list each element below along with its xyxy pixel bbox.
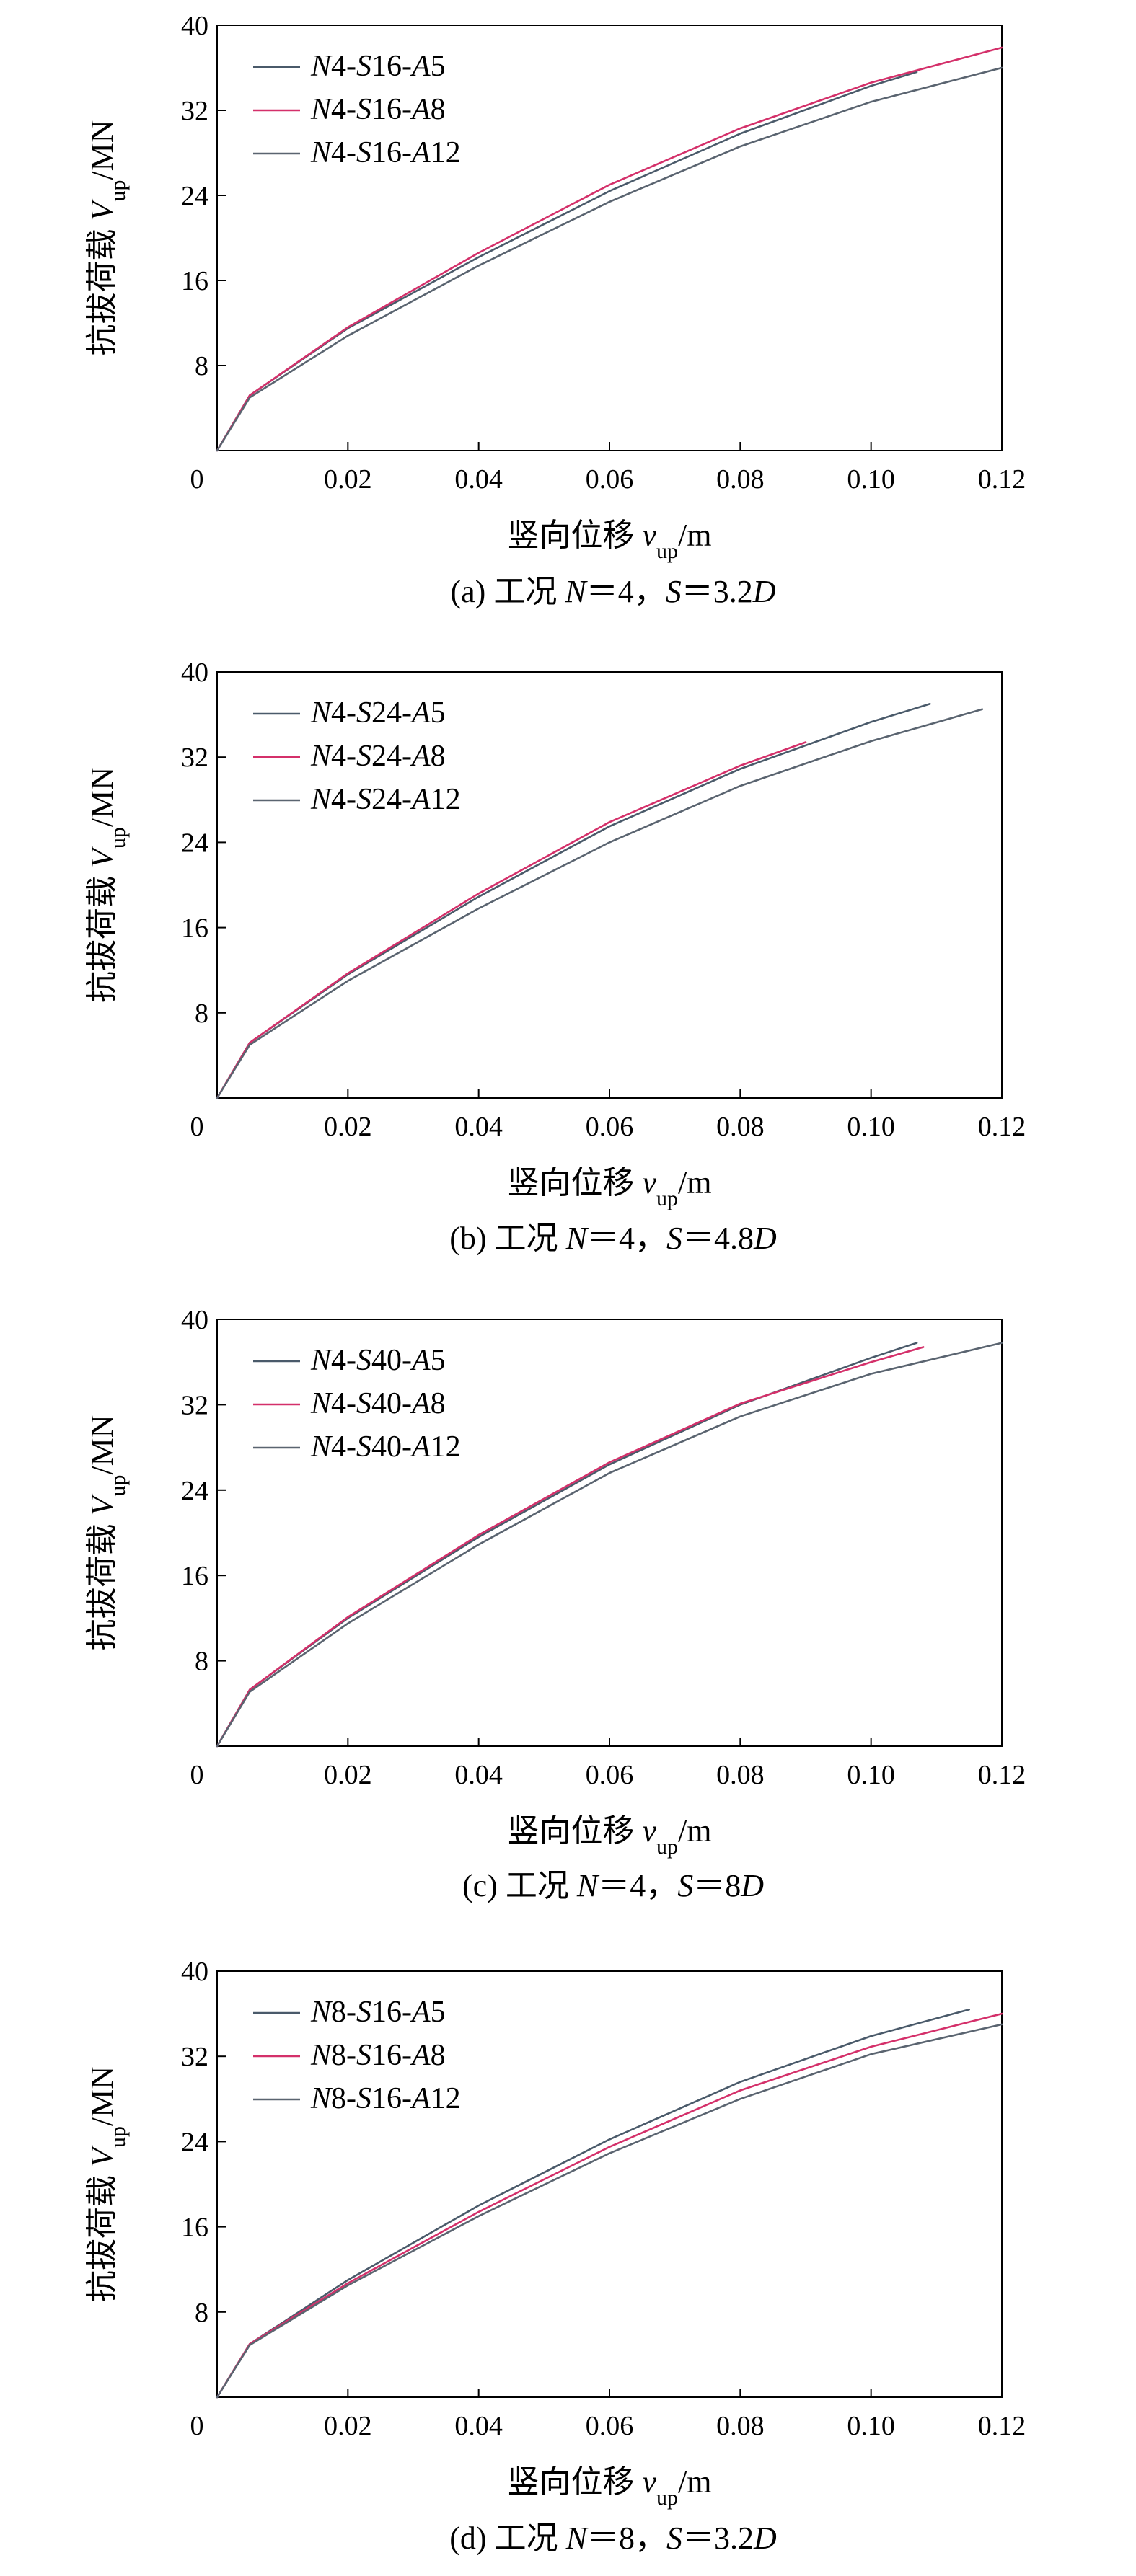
x-tick-label: 0.12 (978, 464, 1026, 495)
x-tick-label: 0.04 (454, 2411, 503, 2441)
x-tick-label: 0.10 (847, 2411, 895, 2441)
series-line-N4-S16-A5 (216, 71, 918, 452)
legend-label: N4-S40-A12 (310, 1430, 461, 1464)
plot-frame (216, 1319, 1003, 1747)
y-tick-label: 24 (181, 1476, 208, 1506)
x-tick-label: 0.02 (324, 464, 372, 495)
y-axis-title: 抗拔荷载 Vup/MN (84, 767, 130, 1003)
chart-panel-2: 0 0.02 0.04 0.06 0.08 0.10 0.12 8 16 24 32 40 N4-S24… (84, 658, 1026, 1256)
x-tick-label: 0.08 (716, 464, 765, 495)
x-tick-label: 0.02 (324, 1760, 372, 1790)
x-tick-label: 0.12 (978, 1760, 1026, 1790)
legend-label: N4-S40-A8 (310, 1387, 446, 1420)
series-line-N4-S16-A12 (216, 66, 1003, 452)
chart-panel-1: 0 0.02 0.04 0.06 0.08 0.10 0.12 8 16 24 32 40 N4-S16… (84, 11, 1026, 609)
series-line-N8-S16-A12 (216, 2023, 1003, 2399)
y-tick-label: 40 (181, 1957, 208, 1987)
x-tick-label: 0.10 (847, 1112, 895, 1142)
legend-label: N4-S16-A5 (310, 50, 446, 83)
x-tick-label: 0.08 (716, 1760, 765, 1790)
y-tick-label: 40 (181, 11, 208, 41)
series-line-N4-S40-A12 (216, 1342, 1003, 1748)
x-axis-title: 竖向位移 vup/m (508, 2464, 712, 2510)
legend-label: N4-S24-A5 (310, 696, 446, 730)
y-tick-label: 24 (181, 181, 208, 211)
panel-caption: (d) 工况 N＝8，S＝3.2D (449, 2520, 777, 2556)
series-line-N8-S16-A8 (216, 2012, 1003, 2399)
legend-label: N8-S16-A8 (310, 2039, 446, 2072)
y-tick-label: 40 (181, 1305, 208, 1335)
y-tick-label: 16 (181, 2213, 208, 2243)
legend-label: N4-S40-A5 (310, 1344, 446, 1377)
x-tick-label: 0.10 (847, 1760, 895, 1790)
chart-panel-3: 0 0.02 0.04 0.06 0.08 0.10 0.12 8 16 24 32 40 N4-S40… (84, 1305, 1026, 1903)
x-tick-label: 0.12 (978, 1112, 1026, 1142)
legend-label: N8-S16-A5 (310, 1996, 446, 2029)
plot-frame (216, 1970, 1003, 2398)
y-tick-label: 8 (195, 999, 208, 1029)
x-tick-label: 0.12 (978, 2411, 1026, 2441)
y-tick-label: 16 (181, 913, 208, 944)
x-tick-label: 0.02 (324, 1112, 372, 1142)
panel-caption: (b) 工况 N＝4，S＝4.8D (449, 1221, 777, 1256)
series-line-N4-S16-A8 (216, 46, 1003, 452)
legend-label: N4-S16-A8 (310, 93, 446, 126)
legend-label: N4-S16-A12 (310, 136, 461, 169)
x-tick-label: 0 (190, 1112, 204, 1142)
y-tick-label: 32 (181, 743, 208, 773)
y-tick-label: 32 (181, 1390, 208, 1420)
legend-label: N8-S16-A12 (310, 2082, 461, 2115)
y-axis-title: 抗拔荷载 Vup/MN (84, 2066, 130, 2302)
y-tick-label: 16 (181, 266, 208, 296)
panel-caption: (a) 工况 N＝4，S＝3.2D (451, 574, 776, 609)
x-tick-label: 0.10 (847, 464, 895, 495)
y-tick-label: 24 (181, 2127, 208, 2157)
x-tick-label: 0.06 (586, 2411, 634, 2441)
plot-frame (216, 25, 1003, 451)
x-tick-label: 0.06 (586, 464, 634, 495)
plot-frame (216, 671, 1003, 1099)
series-line-N4-S24-A12 (216, 708, 984, 1099)
series-line-N4-S40-A8 (216, 1346, 925, 1748)
y-axis-title: 抗拔荷载 Vup/MN (84, 120, 130, 355)
x-tick-label: 0.04 (454, 1112, 503, 1142)
x-tick-label: 0 (190, 464, 204, 495)
x-axis-title: 竖向位移 vup/m (508, 1165, 712, 1210)
y-axis-title: 抗拔荷载 Vup/MN (84, 1415, 130, 1650)
x-axis-title: 竖向位移 vup/m (508, 518, 712, 563)
y-tick-label: 8 (195, 2298, 208, 2328)
y-tick-label: 24 (181, 828, 208, 858)
legend-label: N4-S24-A8 (310, 740, 446, 773)
y-tick-label: 16 (181, 1561, 208, 1591)
x-tick-label: 0 (190, 1760, 204, 1790)
x-tick-label: 0.08 (716, 2411, 765, 2441)
x-tick-label: 0 (190, 2411, 204, 2441)
x-tick-label: 0.02 (324, 2411, 372, 2441)
x-axis-title: 竖向位移 vup/m (508, 1813, 712, 1859)
y-tick-label: 40 (181, 658, 208, 688)
series-line-N4-S24-A8 (216, 741, 807, 1099)
panel-caption: (c) 工况 N＝4，S＝8D (462, 1868, 764, 1903)
x-tick-label: 0.06 (586, 1112, 634, 1142)
y-tick-label: 8 (195, 351, 208, 381)
y-tick-label: 32 (181, 96, 208, 126)
x-tick-label: 0.04 (454, 464, 503, 495)
y-tick-label: 8 (195, 1647, 208, 1677)
x-tick-label: 0.04 (454, 1760, 503, 1790)
y-tick-label: 32 (181, 2042, 208, 2072)
legend-label: N4-S24-A12 (310, 783, 461, 816)
x-tick-label: 0.06 (586, 1760, 634, 1790)
x-tick-label: 0.08 (716, 1112, 765, 1142)
chart-panel-4: 0 0.02 0.04 0.06 0.08 0.10 0.12 8 16 24 32 40 N8-S16… (84, 1957, 1026, 2556)
